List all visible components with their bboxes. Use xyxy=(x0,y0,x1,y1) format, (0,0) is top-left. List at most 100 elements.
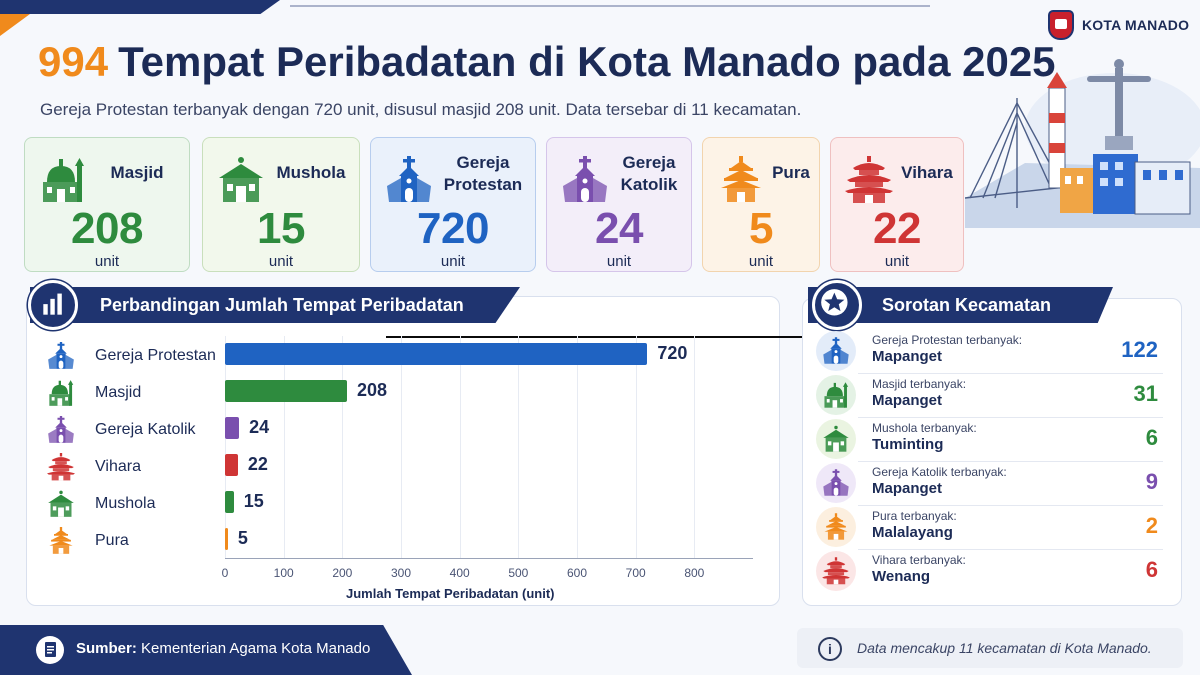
highlight-separator xyxy=(858,373,1163,374)
grid-line xyxy=(577,336,578,558)
highlight-caption: Gereja Katolik terbanyak: xyxy=(872,465,1007,479)
highlight-caption: Gereja Protestan terbanyak: xyxy=(872,333,1023,347)
card-value: 208 xyxy=(71,204,143,253)
x-tick-label: 300 xyxy=(390,566,412,580)
bar-value-label: 15 xyxy=(243,491,264,511)
highlight-separator xyxy=(858,549,1163,550)
x-tick-label: 600 xyxy=(566,566,588,580)
bar-category-label: Pura xyxy=(95,532,129,549)
card-value: 24 xyxy=(595,204,643,253)
bar-row-icon xyxy=(44,527,78,555)
mushola-icon xyxy=(821,425,851,453)
highlight-caption: Mushola terbanyak: xyxy=(872,421,977,435)
highlight-row: Mushola terbanyak: Tuminting 6 xyxy=(812,419,1172,463)
mosque-icon xyxy=(44,379,78,407)
document-icon xyxy=(36,636,64,664)
card-icon-wrap xyxy=(715,156,767,204)
footer-note: Data mencakup 11 kecamatan di Kota Manad… xyxy=(857,640,1152,656)
bar xyxy=(225,417,240,439)
bar-chart-icon xyxy=(43,293,62,315)
mushola-icon xyxy=(215,156,267,204)
protestant-church-icon xyxy=(383,156,435,204)
bar xyxy=(225,491,234,513)
highlight-icon-wrap xyxy=(816,551,856,591)
grid-line xyxy=(635,336,637,558)
bar-value-label: 208 xyxy=(357,380,388,400)
x-tick-label: 0 xyxy=(221,566,229,580)
summary-card: Mushola 15 unit xyxy=(202,137,360,272)
bar-row-icon xyxy=(44,490,78,518)
summary-card: Masjid 208 unit xyxy=(24,137,190,272)
x-tick-label: 100 xyxy=(273,566,294,580)
card-icon-wrap xyxy=(37,156,89,204)
title-number: 994 xyxy=(38,38,109,85)
star-icon xyxy=(821,289,848,316)
source-label: Sumber: xyxy=(76,640,137,657)
highlight-icon-wrap xyxy=(816,507,856,547)
highlight-row: Vihara terbanyak: Wenang 6 xyxy=(812,551,1172,595)
bar-row-icon xyxy=(44,342,78,370)
card-value: 720 xyxy=(417,204,489,253)
bar-row-icon xyxy=(44,379,78,407)
highlight-caption: Vihara terbanyak: xyxy=(872,553,966,567)
highlights-panel xyxy=(802,298,1182,606)
bar-category-label: Gereja Protestan xyxy=(95,347,216,364)
x-tick-label: 800 xyxy=(684,566,705,580)
chart-panel-title: Perbandingan Jumlah Tempat Peribadatan xyxy=(30,287,520,323)
top-accent-bar xyxy=(0,0,280,14)
bar-row-icon xyxy=(44,453,78,481)
card-unit: unit xyxy=(440,253,466,270)
bar xyxy=(225,528,228,550)
title-text: Tempat Peribadatan di Kota Manado pada 2… xyxy=(118,38,1056,85)
bar-category-label: Vihara xyxy=(95,458,141,475)
chart-badge xyxy=(28,280,78,330)
manado-landmarks-illustration xyxy=(965,59,1200,228)
card-unit: unit xyxy=(748,253,774,270)
bar-category-label: Masjid xyxy=(95,384,142,401)
summary-card: Gereja Katolik 24 unit xyxy=(546,137,692,272)
highlight-separator xyxy=(858,505,1163,506)
pura-icon xyxy=(821,513,851,541)
source-bar xyxy=(0,625,412,675)
catholic-church-icon xyxy=(559,156,611,204)
page-title: 994 Tempat Peribadatan di Kota Manado pad… xyxy=(38,38,1056,86)
x-axis-line xyxy=(225,558,753,559)
bar-category-label: Gereja Katolik xyxy=(95,421,196,438)
x-tick-label: 200 xyxy=(332,566,353,580)
bar-value-label: 720 xyxy=(657,343,688,363)
highlight-place: Mapanget xyxy=(872,348,943,365)
x-tick-label: 500 xyxy=(508,566,529,580)
highlights-badge xyxy=(812,280,862,330)
grid-line xyxy=(225,336,226,558)
note-bar xyxy=(797,628,1183,668)
highlight-value: 122 xyxy=(1121,337,1158,362)
card-icon-wrap xyxy=(383,156,435,204)
highlight-icon-wrap xyxy=(816,375,856,415)
highlight-caption: Masjid terbanyak: xyxy=(872,377,967,391)
highlight-value: 6 xyxy=(1145,557,1158,582)
bar-value-label: 22 xyxy=(247,454,268,474)
top-accent-corner xyxy=(0,14,30,36)
card-name: Mushola xyxy=(276,163,346,182)
grid-line xyxy=(342,336,344,558)
x-tick-label: 400 xyxy=(449,566,470,580)
highlight-icon-wrap xyxy=(816,331,856,371)
mushola-icon xyxy=(44,490,78,518)
card-icon-wrap xyxy=(215,156,267,204)
highlight-row: Gereja Protestan terbanyak: Mapanget 122 xyxy=(812,331,1172,375)
vihara-icon xyxy=(44,453,78,481)
buildings-icon xyxy=(1060,154,1191,215)
bar xyxy=(225,380,348,402)
bar-value-label: 5 xyxy=(237,528,248,548)
bar xyxy=(225,454,238,476)
bar-row-icon xyxy=(44,416,78,444)
vihara-icon xyxy=(843,156,895,204)
bar-category-label: Mushola xyxy=(95,495,156,512)
highlight-caption: Pura terbanyak: xyxy=(872,509,957,523)
x-tick-label: 700 xyxy=(625,566,646,580)
highlight-place: Mapanget xyxy=(872,392,943,409)
card-value: 15 xyxy=(257,204,305,253)
highlight-value: 6 xyxy=(1145,425,1158,450)
card-icon-wrap xyxy=(843,156,895,204)
vihara-icon xyxy=(821,557,851,585)
